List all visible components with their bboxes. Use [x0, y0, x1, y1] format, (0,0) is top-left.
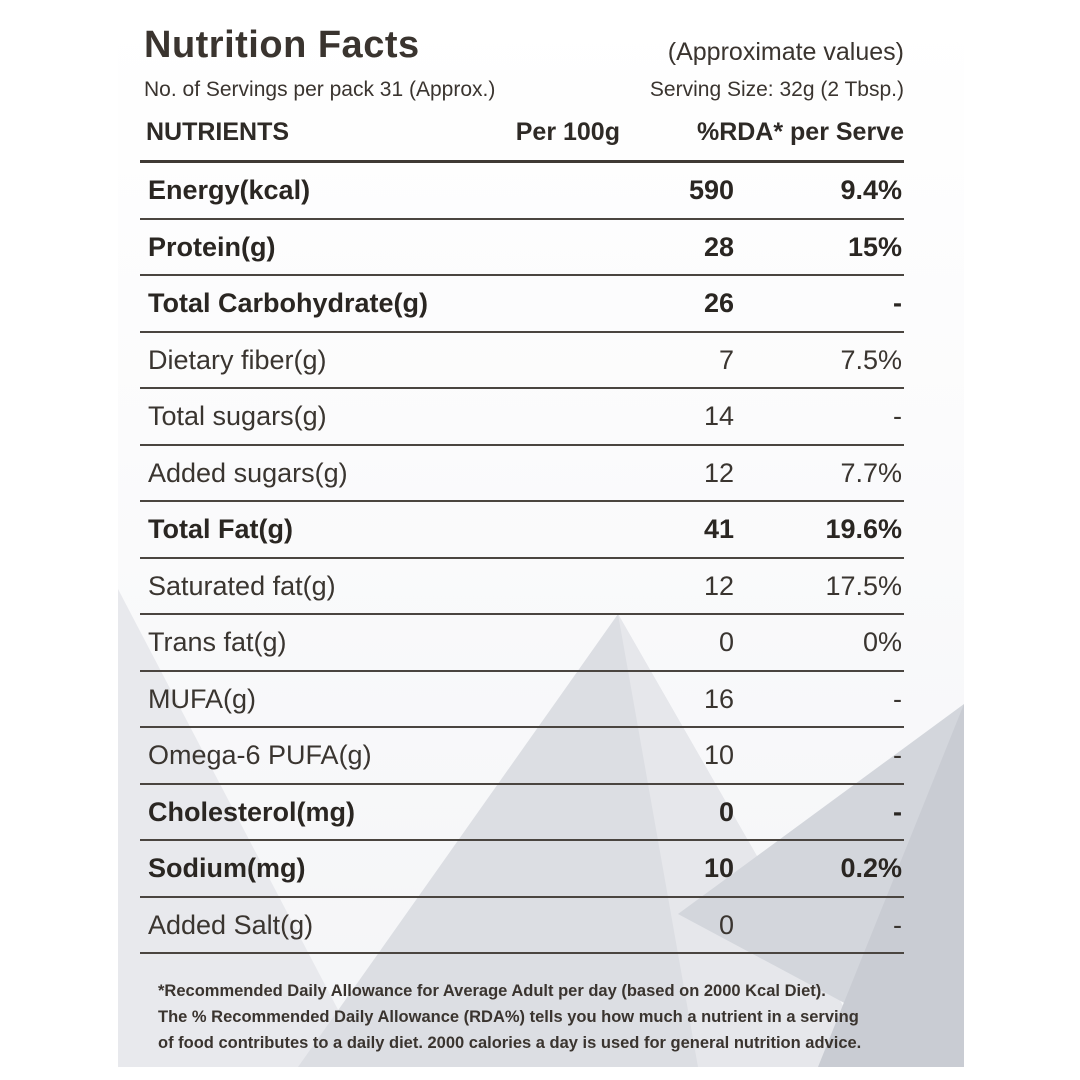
nutrient-rda: 15%	[847, 231, 902, 262]
header-divider	[140, 160, 904, 163]
nutrient-name: Cholesterol(mg)	[148, 796, 356, 827]
nutrient-per-100g: 7	[718, 344, 734, 375]
nutrient-per-100g: 41	[703, 514, 734, 544]
nutrient-name: Total Carbohydrate(g)	[148, 288, 429, 318]
nutrient-per-100g: 28	[703, 231, 734, 262]
nutrient-rda: -	[893, 740, 902, 770]
nutrient-name: Omega-6 PUFA(g)	[148, 740, 372, 770]
nutrient-rda: -	[893, 796, 902, 827]
table-row: Total Carbohydrate(g) 26 -	[140, 276, 904, 333]
nutrient-per-100g: 0	[718, 627, 734, 657]
table-row: MUFA(g) 16 -	[140, 672, 904, 728]
label-title: Nutrition Facts	[144, 24, 420, 66]
table-row: Total Fat(g) 41 19.6%	[140, 502, 904, 559]
table-row: Energy(kcal) 590 9.4%	[140, 163, 904, 220]
nutrient-name: Total Fat(g)	[148, 514, 293, 544]
nutrient-table: Energy(kcal) 590 9.4% Protein(g) 28 15% …	[140, 163, 904, 954]
table-row: Added Salt(g) 0 -	[140, 898, 904, 954]
nutrient-name: Added Salt(g)	[148, 909, 314, 940]
nutrient-per-100g: 10	[703, 740, 734, 770]
nutrition-label: Nutrition Facts (Approximate values) No.…	[118, 14, 964, 1067]
bg-shape-right-light	[818, 704, 964, 1067]
nutrient-rda: -	[893, 909, 902, 940]
footnote-line: of food contributes to a daily diet. 200…	[158, 1034, 862, 1052]
nutrient-rda: -	[893, 288, 902, 318]
nutrient-rda: -	[893, 401, 902, 431]
column-header-per-100g: Per 100g	[515, 118, 620, 146]
nutrient-rda: 17.5%	[825, 570, 902, 601]
table-row: Saturated fat(g) 12 17.5%	[140, 559, 904, 615]
table-row: Dietary fiber(g) 7 7.5%	[140, 333, 904, 389]
nutrient-name: Dietary fiber(g)	[148, 344, 327, 375]
approximate-values-note: (Approximate values)	[667, 38, 904, 66]
nutrient-name: Sodium(mg)	[148, 853, 306, 883]
table-row: Trans fat(g) 0 0%	[140, 615, 904, 672]
nutrient-per-100g: 0	[718, 909, 734, 940]
column-header-rda: %RDA* per Serve	[696, 118, 904, 146]
nutrient-name: Energy(kcal)	[148, 175, 311, 205]
servings-per-pack: No. of Servings per pack 31 (Approx.)	[144, 78, 496, 101]
nutrient-per-100g: 14	[703, 401, 734, 431]
nutrient-rda: 19.6%	[825, 514, 902, 544]
nutrient-per-100g: 12	[703, 570, 734, 601]
table-row: Omega-6 PUFA(g) 10 -	[140, 728, 904, 785]
column-header-nutrients: NUTRIENTS	[146, 118, 290, 146]
nutrient-rda: 0%	[862, 627, 902, 657]
nutrient-per-100g: 590	[688, 175, 734, 205]
table-row: Added sugars(g) 12 7.7%	[140, 446, 904, 502]
serving-size: Serving Size: 32g (2 Tbsp.)	[649, 78, 904, 101]
nutrient-name: Total sugars(g)	[148, 401, 327, 431]
nutrient-per-100g: 10	[703, 853, 734, 883]
nutrient-rda: -	[893, 683, 902, 714]
nutrient-per-100g: 12	[703, 457, 734, 488]
footnote-line: The % Recommended Daily Allowance (RDA%)…	[158, 1008, 859, 1026]
nutrient-per-100g: 26	[703, 288, 734, 318]
nutrient-name: Trans fat(g)	[148, 627, 287, 657]
footnote-line: *Recommended Daily Allowance for Average…	[158, 982, 826, 1000]
rda-footnote: *Recommended Daily Allowance for Average…	[158, 978, 918, 1056]
nutrient-rda: 9.4%	[840, 175, 902, 205]
nutrient-per-100g: 0	[718, 796, 734, 827]
nutrient-rda: 7.7%	[840, 457, 902, 488]
table-row: Total sugars(g) 14 -	[140, 389, 904, 446]
nutrient-rda: 0.2%	[840, 853, 902, 883]
nutrient-rda: 7.5%	[840, 344, 902, 375]
nutrient-name: Protein(g)	[148, 231, 276, 262]
bg-shape-left	[118, 589, 368, 1067]
table-header: NUTRIENTS Per 100g %RDA* per Serve	[140, 112, 904, 160]
nutrient-per-100g: 16	[703, 683, 734, 714]
nutrient-name: Added sugars(g)	[148, 457, 348, 488]
table-row: Protein(g) 28 15%	[140, 220, 904, 276]
nutrient-name: Saturated fat(g)	[148, 570, 336, 601]
nutrient-name: MUFA(g)	[148, 683, 256, 714]
table-row: Cholesterol(mg) 0 -	[140, 785, 904, 841]
table-row: Sodium(mg) 10 0.2%	[140, 841, 904, 898]
